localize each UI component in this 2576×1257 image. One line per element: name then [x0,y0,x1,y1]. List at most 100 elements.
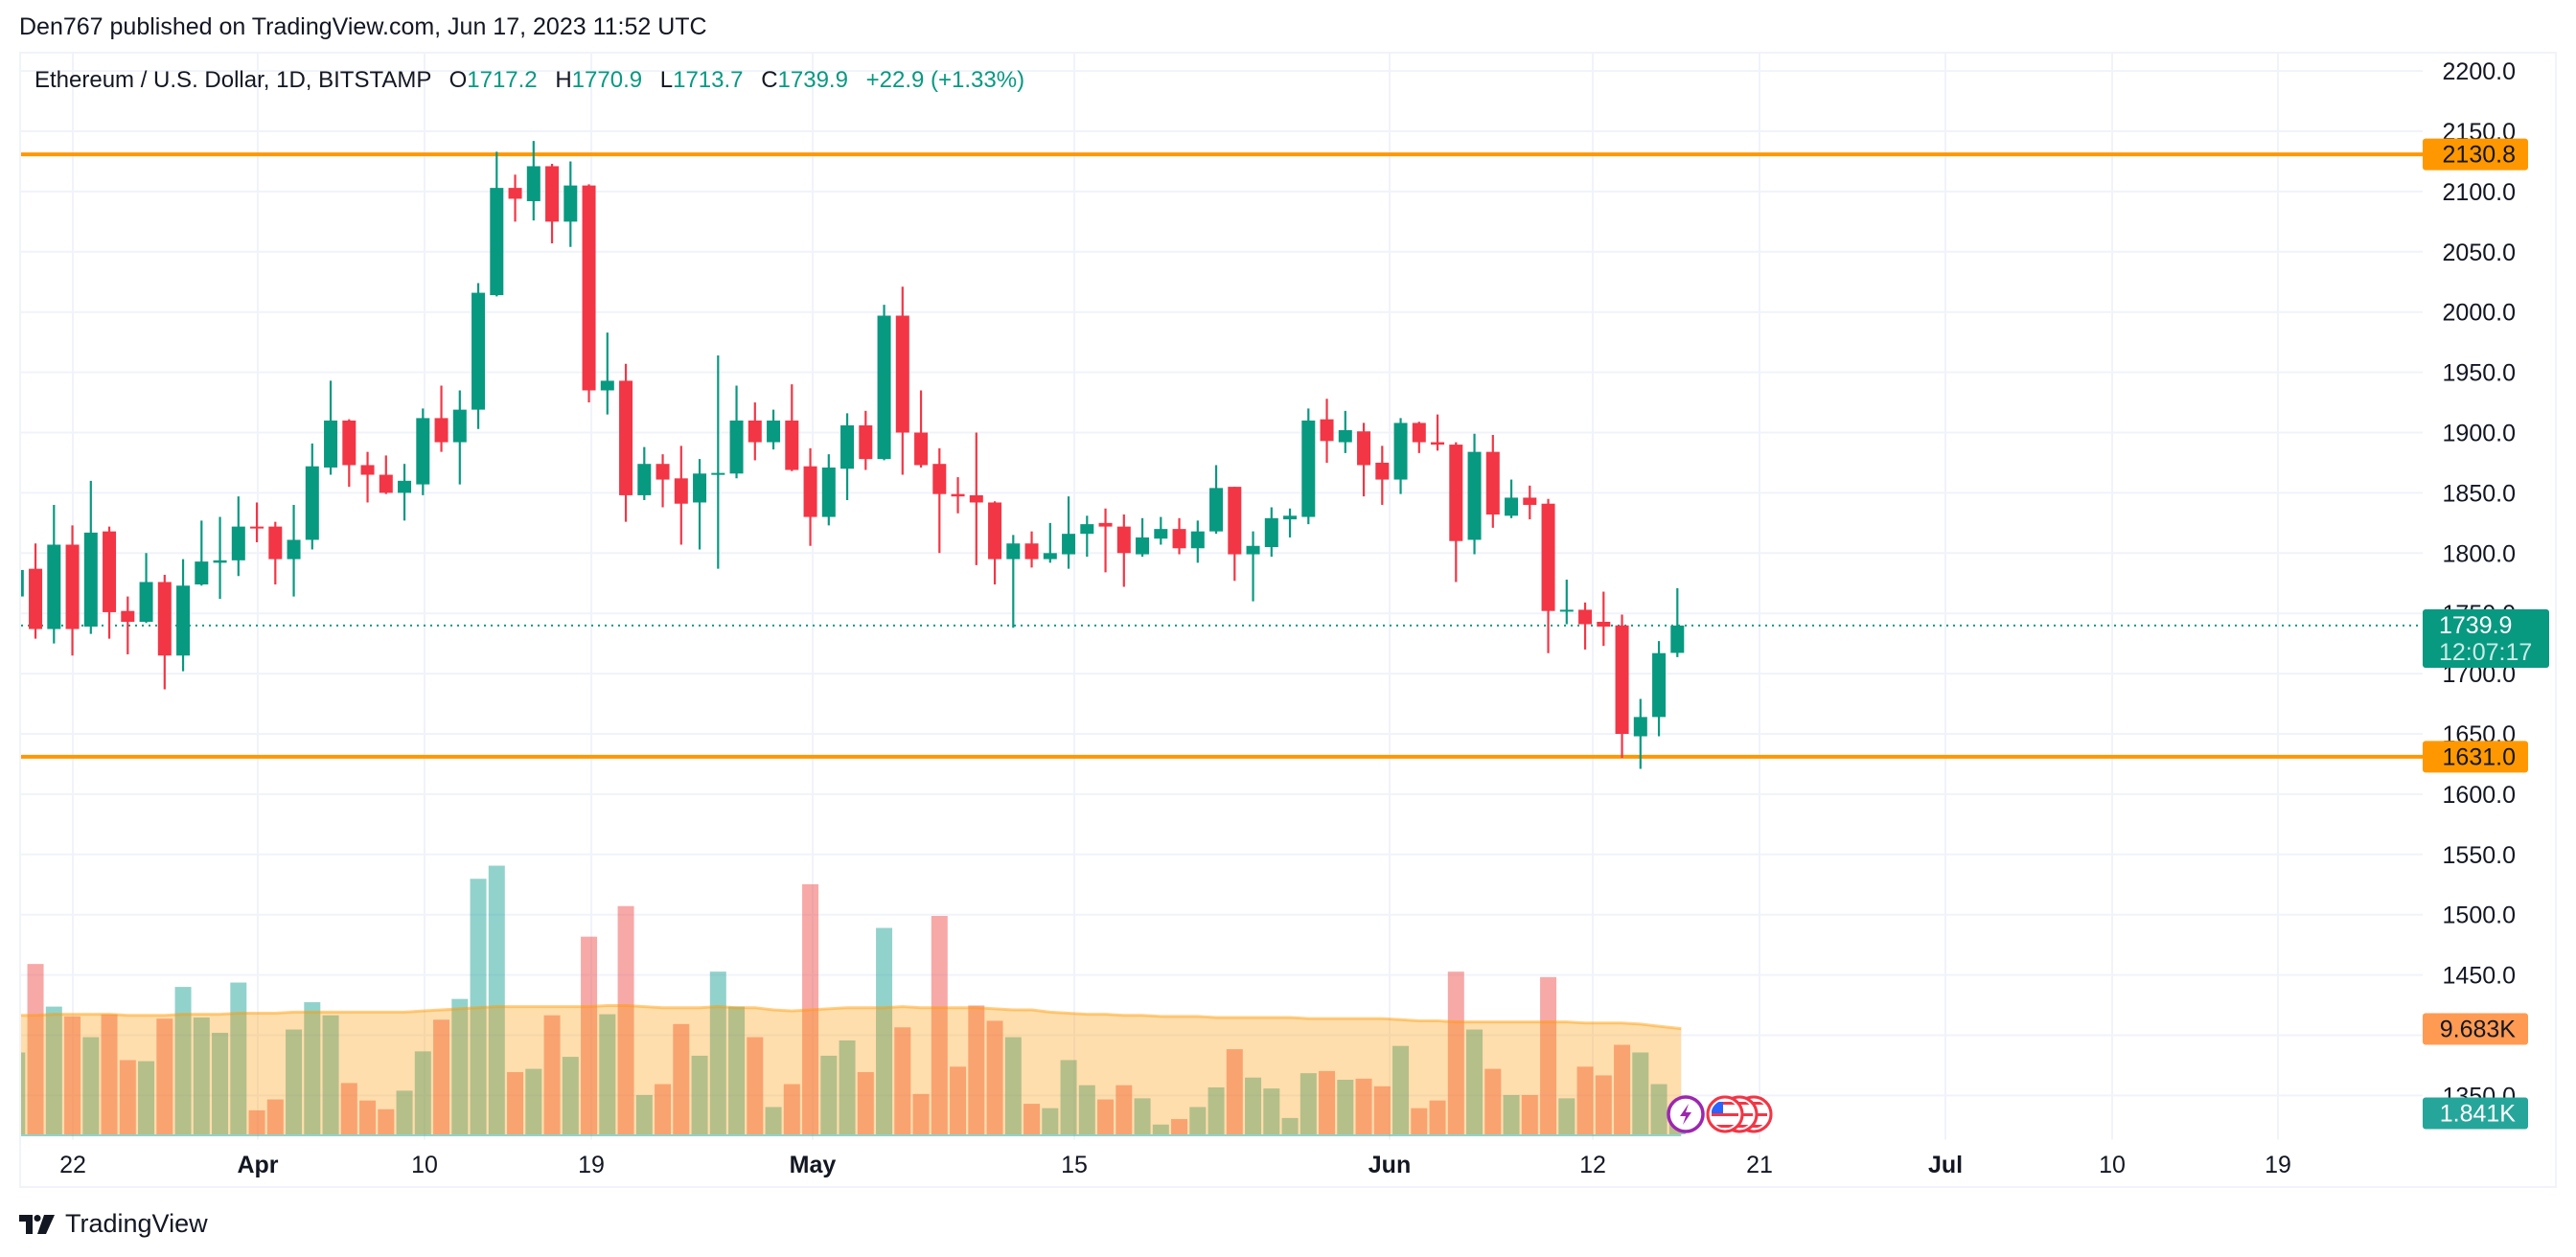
candle [1412,422,1426,453]
candle [176,559,191,672]
volume-bar [433,1019,450,1134]
time-tick-label: 22 [59,1152,86,1178]
candle [268,521,283,585]
candle [1338,410,1352,453]
volume-bar [1521,1094,1538,1134]
candle [1209,465,1224,535]
volume-bar [101,1014,118,1134]
volume-bar [655,1084,672,1134]
footer-brand[interactable]: TradingView [19,1209,208,1239]
high-label: H [555,67,572,93]
candle [231,496,245,577]
time-tick-label: Apr [237,1152,278,1178]
price-axis[interactable]: 2200.02150.02100.02050.02000.01950.01900… [2423,58,2549,1130]
volume-bar [1042,1108,1059,1134]
horizontal-levels[interactable] [21,152,2423,759]
high-value: 1770.9 [571,67,643,93]
volume-bar [1263,1088,1280,1134]
volume-bar [765,1107,782,1134]
volume-bar [359,1100,377,1134]
volume-last-tag: 1.841K [2423,1097,2528,1130]
lightning-event-icon[interactable] [1667,1095,1705,1133]
candle [600,332,614,415]
volume-bar [1650,1084,1668,1134]
symbol-legend: Ethereum / U.S. Dollar, 1D, BITSTAMP O17… [34,67,1024,94]
volume-bar [1466,1029,1484,1134]
candle [877,305,891,461]
volume-bar [1024,1104,1041,1134]
volume-bar [747,1037,764,1134]
volume-bar [174,987,192,1134]
volume-bar [1373,1086,1391,1134]
candle [139,553,153,624]
volume-bar [82,1037,100,1134]
time-tick-label: 10 [2099,1152,2126,1178]
candle [693,459,707,550]
volume-bar [857,1072,874,1134]
change-value: +22.9 (+1.33%) [865,67,1025,93]
candle [1043,522,1057,563]
volume-bar [1337,1080,1354,1134]
candle [1670,587,1685,657]
volume-bar [1060,1060,1077,1134]
volume-bar [1319,1070,1336,1134]
candle [287,504,301,597]
volume-bar [64,1016,81,1134]
volume-bars [21,865,1686,1134]
candle [305,443,319,550]
volume-bar [1116,1085,1133,1134]
price-tick-label: 1600.0 [2443,782,2516,809]
candle [21,569,24,597]
candle [1357,423,1371,497]
volume-bar [1300,1073,1317,1134]
time-tick-label: May [790,1152,837,1178]
svg-text:9.683K: 9.683K [2440,1017,2517,1043]
candle [1080,515,1094,558]
candle [472,283,486,429]
event-markers[interactable] [1667,1095,1773,1133]
candle [1652,641,1667,737]
volume-bar [931,916,948,1134]
volume-bar [1558,1098,1576,1134]
candle [490,151,504,297]
candle [1485,435,1500,528]
price-tick-label: 1900.0 [2443,421,2516,447]
candle [1375,446,1390,505]
volume-bar [1540,976,1557,1134]
volume-bar [912,1093,930,1134]
volume-bar [45,1006,62,1134]
candle [157,574,172,690]
volume-bar [1078,1085,1095,1134]
candle [213,516,227,600]
candle [564,161,578,247]
time-tick-label: 19 [578,1152,605,1178]
volume-bar [451,998,469,1134]
volume-bar [1281,1117,1299,1134]
volume-bar [1392,1045,1410,1134]
volume-bar [1171,1119,1188,1134]
volume-bar [507,1072,524,1134]
volume-bar [488,865,505,1134]
candle [1615,614,1629,759]
volume-bar [322,1015,339,1134]
volume-bar [1595,1075,1612,1134]
volume-bar [414,1051,431,1134]
volume-bar [248,1109,265,1134]
close-label: C [761,67,778,93]
volume-bar [378,1108,395,1134]
candle [895,286,909,475]
volume-bar [1208,1086,1225,1134]
time-axis[interactable]: 22 Apr 10 19 May 15 Jun 12 21 Jul 10 19 [21,1139,2555,1178]
volume-bar [286,1029,303,1134]
volume-bar [1632,1052,1649,1134]
candle [1062,496,1076,569]
resistance-price-tag: 2130.8 [2423,138,2528,171]
candle [767,409,781,450]
us-flag-event-icon[interactable] [1706,1095,1744,1133]
candle [1283,508,1298,537]
volume-bar [894,1027,911,1134]
candle [582,184,596,403]
candle [1523,485,1537,520]
volume-bar [21,1052,26,1134]
